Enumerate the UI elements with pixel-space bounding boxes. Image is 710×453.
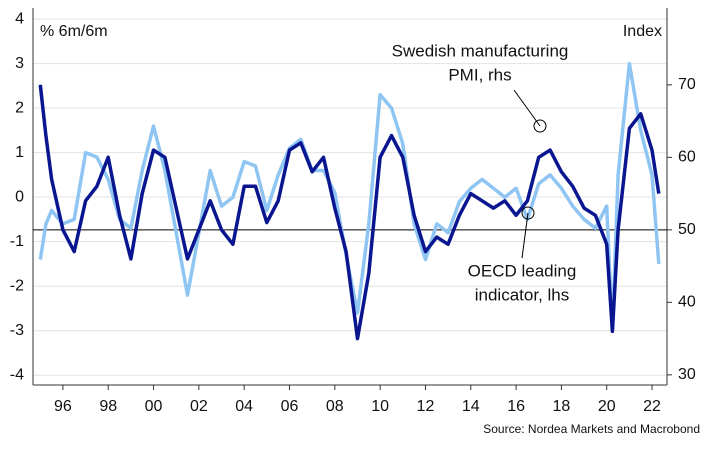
annotation-marker: [533, 119, 547, 133]
x-tick-label: 16: [507, 398, 525, 415]
x-tick-label: 18: [553, 398, 571, 415]
annotation-marker: [521, 206, 535, 220]
y-tick-label: -2: [10, 277, 24, 294]
x-tick-label: 96: [54, 398, 72, 415]
series-label: PMI, rhs: [448, 65, 511, 84]
y-tick-label: 1: [15, 144, 24, 161]
x-tick-label: 02: [190, 398, 208, 415]
x-tick-label: 22: [643, 398, 661, 415]
source: Source: Nordea Markets and Macrobond: [483, 422, 700, 436]
y-tick-label: 4: [15, 10, 24, 27]
x-tick-label: 00: [145, 398, 163, 415]
x-tick-label: 06: [281, 398, 299, 415]
y2-tick-label: 70: [678, 76, 696, 93]
y-tick-label: 2: [15, 99, 24, 116]
x-tick-label: 12: [417, 398, 435, 415]
y-tick-label: 3: [15, 55, 24, 72]
x-tick-label: 98: [99, 398, 117, 415]
series-label: Swedish manufacturing: [392, 41, 569, 60]
annotation-leader: [513, 89, 541, 127]
x-tick-label: 10: [371, 398, 389, 415]
y2-tick-label: 40: [678, 294, 696, 311]
x-tick-label: 04: [235, 398, 253, 415]
y-tick-label: 0: [15, 188, 24, 205]
x-tick-label: 14: [462, 398, 480, 415]
y-axis-label: % 6m/6m: [40, 23, 108, 40]
x-tick-label: 20: [598, 398, 616, 415]
y-tick-label: -3: [10, 322, 24, 339]
series-line: [38, 84, 661, 341]
y2-tick-label: 60: [678, 149, 696, 166]
y-tick-label: -4: [10, 366, 24, 383]
series-label: indicator, lhs: [475, 285, 570, 304]
series-label: OECD leading: [468, 261, 577, 280]
x-tick-label: 08: [326, 398, 344, 415]
annotation-leader: [521, 212, 529, 259]
y-tick-label: -1: [10, 233, 24, 250]
y2-tick-label: 50: [678, 221, 696, 238]
y2-tick-label: 30: [678, 366, 696, 383]
y2-axis-label: Index: [623, 23, 662, 40]
